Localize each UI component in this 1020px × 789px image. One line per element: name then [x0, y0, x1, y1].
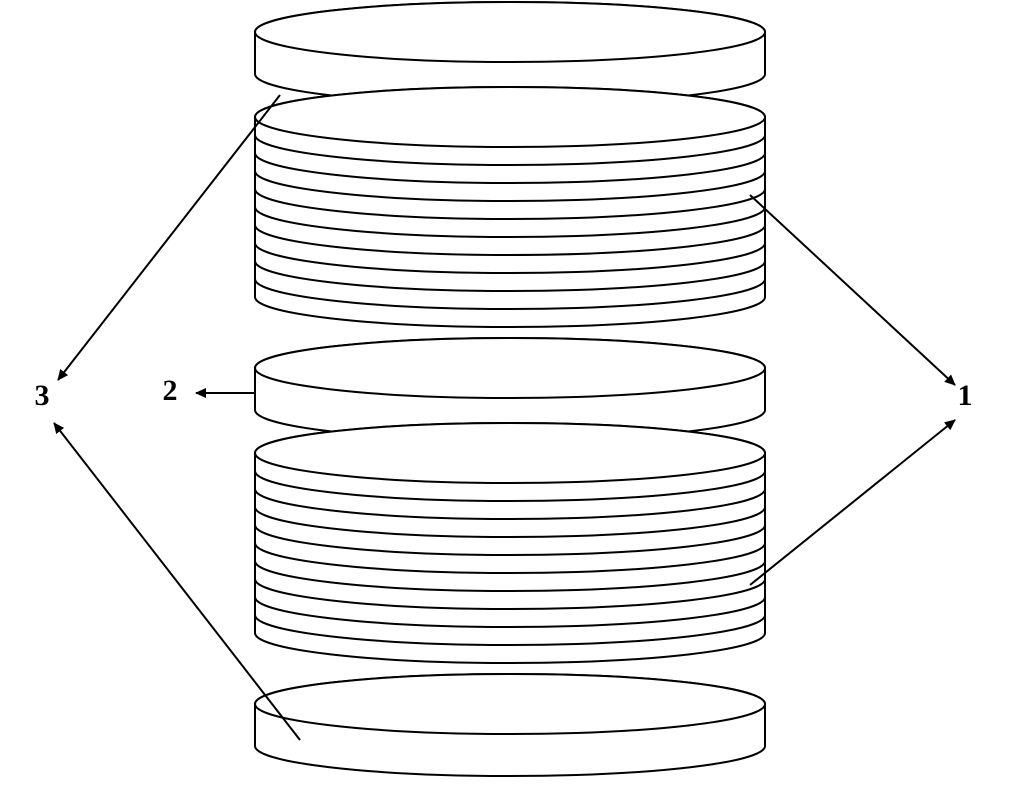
bottom-end-disc-top-face [255, 674, 765, 734]
label-1: 1 [958, 379, 973, 412]
lower-multilayer-stack-top-face [255, 423, 765, 483]
top-end-disc-top-face [255, 2, 765, 62]
middle-disc-top-face [255, 338, 765, 398]
pointer-arrow-to-1 [750, 195, 955, 385]
upper-multilayer-stack-top-face [255, 87, 765, 147]
label-2: 2 [163, 374, 178, 407]
pointer-arrow-to-1 [750, 420, 955, 585]
label-3: 3 [35, 379, 50, 412]
pointer-arrow-to-3 [58, 95, 280, 380]
diagram-canvas: 1 2 3 [0, 0, 1020, 789]
